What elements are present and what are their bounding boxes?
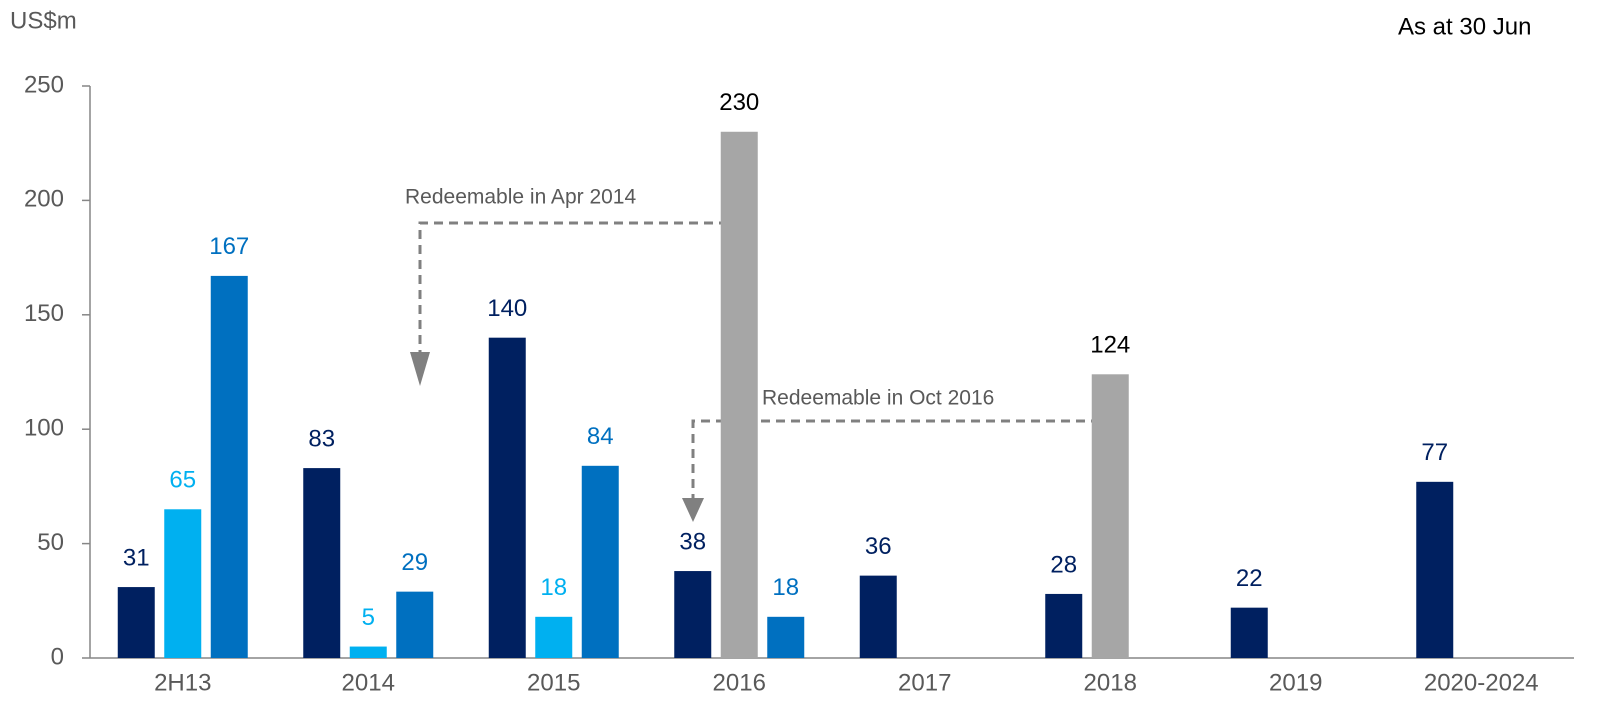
annotation-apr-2014: Redeemable in Apr 2014 (405, 186, 728, 386)
value-label: 18 (772, 574, 799, 601)
value-label: 5 (362, 604, 375, 631)
y-tick-label: 250 (24, 71, 64, 98)
x-tick-label: 2019 (1269, 669, 1322, 696)
value-label: 77 (1421, 439, 1448, 466)
bar (581, 465, 619, 658)
bar (1045, 593, 1083, 658)
dashed-arrow (418, 221, 728, 352)
value-label: 29 (401, 549, 428, 576)
y-tick-label: 50 (37, 529, 64, 556)
y-tick-label: 200 (24, 186, 64, 213)
y-axis-label: US$m (10, 7, 77, 34)
bar (1091, 374, 1129, 658)
bar (1416, 481, 1454, 658)
annotation-oct-2016: Redeemable in Oct 2016 (682, 387, 1100, 522)
x-tick-label: 2018 (1084, 669, 1137, 696)
value-label: 31 (123, 544, 150, 571)
bar (674, 571, 712, 658)
bar (535, 616, 573, 658)
bar (210, 275, 248, 658)
value-label: 18 (540, 574, 567, 601)
x-tick-label: 2017 (898, 669, 951, 696)
bar (488, 337, 526, 658)
bar (396, 591, 434, 658)
annotation-text: Redeemable in Apr 2014 (405, 186, 636, 209)
bar (349, 646, 387, 658)
x-tick-label: 2015 (527, 669, 580, 696)
bar (303, 468, 341, 658)
value-label: 36 (865, 533, 892, 560)
value-label: 38 (679, 528, 706, 555)
value-label: 65 (169, 467, 196, 494)
x-tick-label: 2020-2024 (1424, 669, 1539, 696)
bar (859, 575, 897, 658)
bar (164, 509, 202, 658)
value-label: 28 (1050, 551, 1077, 578)
arrowhead (410, 352, 430, 386)
value-label: 22 (1236, 565, 1263, 592)
bar (117, 587, 155, 658)
value-label: 230 (719, 89, 759, 116)
value-label: 84 (587, 423, 614, 450)
value-label: 167 (209, 233, 249, 260)
dashed-arrow (691, 419, 1100, 498)
x-tick-label: 2H13 (154, 669, 211, 696)
value-label: 83 (308, 425, 335, 452)
value-label: 140 (487, 295, 527, 322)
value-label: 124 (1090, 332, 1130, 359)
annotation-text: Redeemable in Oct 2016 (762, 387, 994, 410)
bar (720, 131, 758, 658)
note: As at 30 Jun (1398, 13, 1531, 40)
x-tick-label: 2014 (342, 669, 395, 696)
bar (1230, 607, 1268, 658)
bar (767, 616, 805, 658)
x-tick-label: 2016 (713, 669, 766, 696)
arrowhead (682, 498, 704, 522)
y-tick-label: 100 (24, 415, 64, 442)
y-tick-label: 150 (24, 300, 64, 327)
y-tick-label: 0 (51, 643, 64, 670)
